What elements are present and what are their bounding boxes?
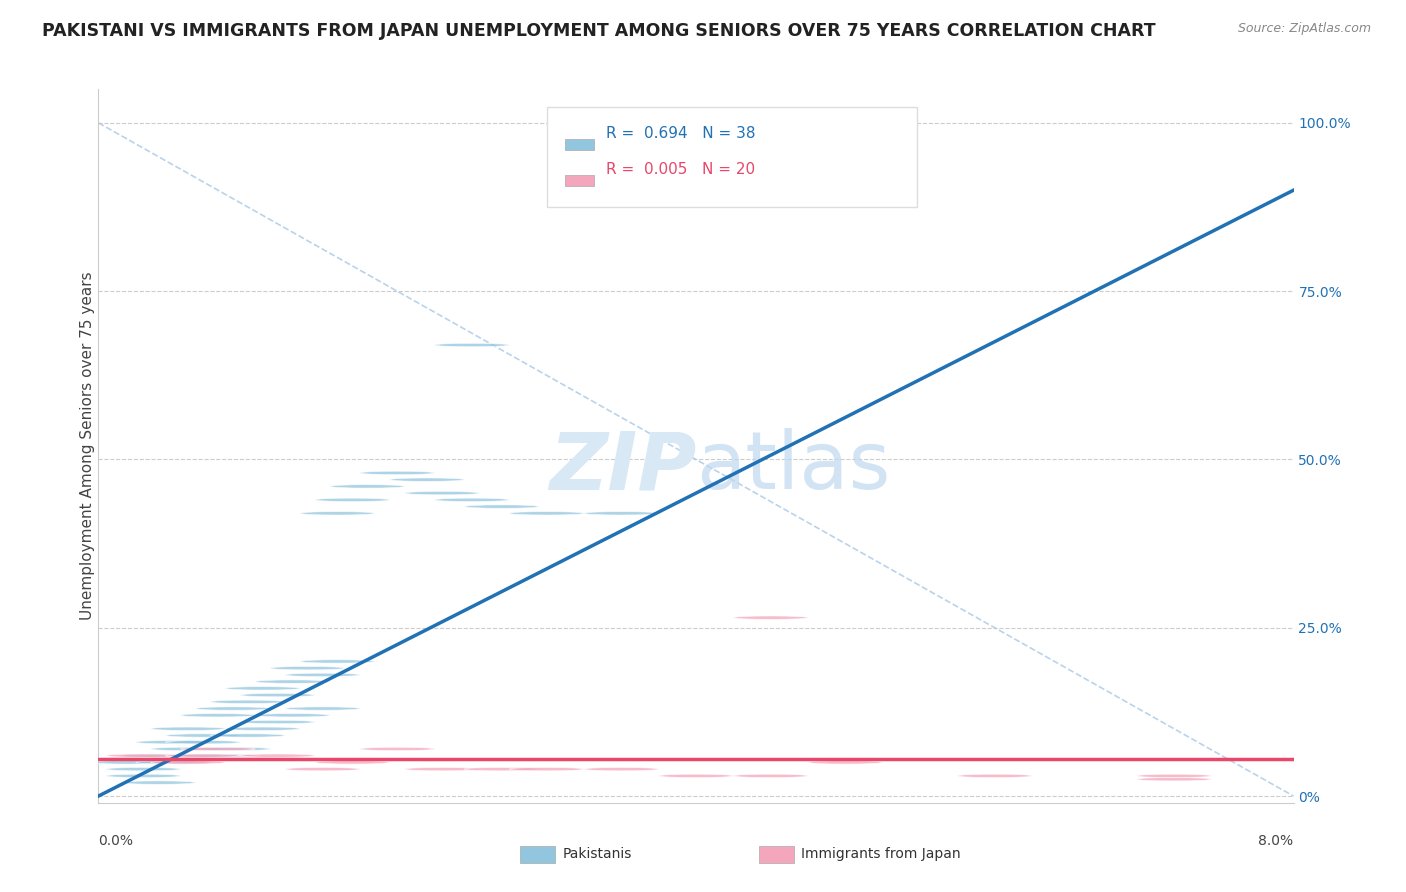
Circle shape bbox=[121, 780, 195, 784]
Circle shape bbox=[285, 767, 360, 771]
Circle shape bbox=[136, 740, 211, 744]
Text: R =  0.694   N = 38: R = 0.694 N = 38 bbox=[606, 126, 756, 141]
Circle shape bbox=[121, 754, 195, 757]
Circle shape bbox=[166, 734, 240, 737]
Circle shape bbox=[509, 512, 583, 515]
Circle shape bbox=[240, 754, 315, 757]
Circle shape bbox=[658, 774, 734, 778]
Circle shape bbox=[150, 761, 225, 764]
Text: ZIP: ZIP bbox=[548, 428, 696, 507]
Circle shape bbox=[211, 757, 285, 761]
Text: Pakistanis: Pakistanis bbox=[562, 847, 631, 861]
Circle shape bbox=[105, 767, 180, 771]
Text: atlas: atlas bbox=[696, 428, 890, 507]
Text: Immigrants from Japan: Immigrants from Japan bbox=[801, 847, 962, 861]
Circle shape bbox=[256, 680, 330, 683]
Circle shape bbox=[105, 754, 180, 757]
Circle shape bbox=[434, 498, 509, 501]
Circle shape bbox=[405, 491, 479, 495]
Circle shape bbox=[195, 706, 270, 710]
Circle shape bbox=[225, 727, 299, 731]
Circle shape bbox=[1136, 778, 1212, 780]
Circle shape bbox=[166, 740, 240, 744]
Circle shape bbox=[583, 512, 658, 515]
Circle shape bbox=[464, 505, 538, 508]
Circle shape bbox=[225, 687, 299, 690]
Circle shape bbox=[315, 498, 389, 501]
Circle shape bbox=[360, 471, 434, 475]
Circle shape bbox=[315, 761, 389, 764]
Circle shape bbox=[105, 774, 180, 778]
FancyBboxPatch shape bbox=[565, 175, 595, 186]
Text: 0.0%: 0.0% bbox=[98, 834, 134, 848]
Circle shape bbox=[180, 754, 256, 757]
Circle shape bbox=[180, 714, 256, 717]
Circle shape bbox=[734, 616, 808, 619]
Circle shape bbox=[509, 767, 583, 771]
Circle shape bbox=[211, 734, 285, 737]
Circle shape bbox=[734, 774, 808, 778]
FancyBboxPatch shape bbox=[565, 139, 595, 150]
Y-axis label: Unemployment Among Seniors over 75 years: Unemployment Among Seniors over 75 years bbox=[80, 272, 94, 620]
Circle shape bbox=[270, 666, 344, 670]
Circle shape bbox=[166, 754, 240, 757]
Circle shape bbox=[136, 757, 211, 761]
Circle shape bbox=[434, 343, 509, 347]
Circle shape bbox=[299, 512, 375, 515]
Circle shape bbox=[91, 757, 166, 761]
Circle shape bbox=[180, 747, 256, 751]
Circle shape bbox=[464, 767, 538, 771]
Circle shape bbox=[808, 761, 883, 764]
Circle shape bbox=[330, 484, 405, 488]
Circle shape bbox=[136, 761, 211, 764]
Circle shape bbox=[240, 721, 315, 723]
Circle shape bbox=[195, 747, 270, 751]
Circle shape bbox=[285, 706, 360, 710]
Text: R =  0.005   N = 20: R = 0.005 N = 20 bbox=[606, 161, 755, 177]
Circle shape bbox=[256, 714, 330, 717]
Circle shape bbox=[583, 767, 658, 771]
Circle shape bbox=[1136, 774, 1212, 778]
Circle shape bbox=[240, 693, 315, 697]
Circle shape bbox=[957, 774, 1032, 778]
Circle shape bbox=[299, 660, 375, 663]
Circle shape bbox=[150, 747, 225, 751]
Text: Source: ZipAtlas.com: Source: ZipAtlas.com bbox=[1237, 22, 1371, 36]
Text: PAKISTANI VS IMMIGRANTS FROM JAPAN UNEMPLOYMENT AMONG SENIORS OVER 75 YEARS CORR: PAKISTANI VS IMMIGRANTS FROM JAPAN UNEMP… bbox=[42, 22, 1156, 40]
Text: 8.0%: 8.0% bbox=[1258, 834, 1294, 848]
Circle shape bbox=[150, 727, 225, 731]
Circle shape bbox=[360, 747, 434, 751]
FancyBboxPatch shape bbox=[547, 107, 917, 207]
Circle shape bbox=[91, 761, 166, 764]
Circle shape bbox=[285, 673, 360, 676]
Circle shape bbox=[211, 700, 285, 704]
Circle shape bbox=[405, 767, 479, 771]
Circle shape bbox=[389, 478, 464, 482]
